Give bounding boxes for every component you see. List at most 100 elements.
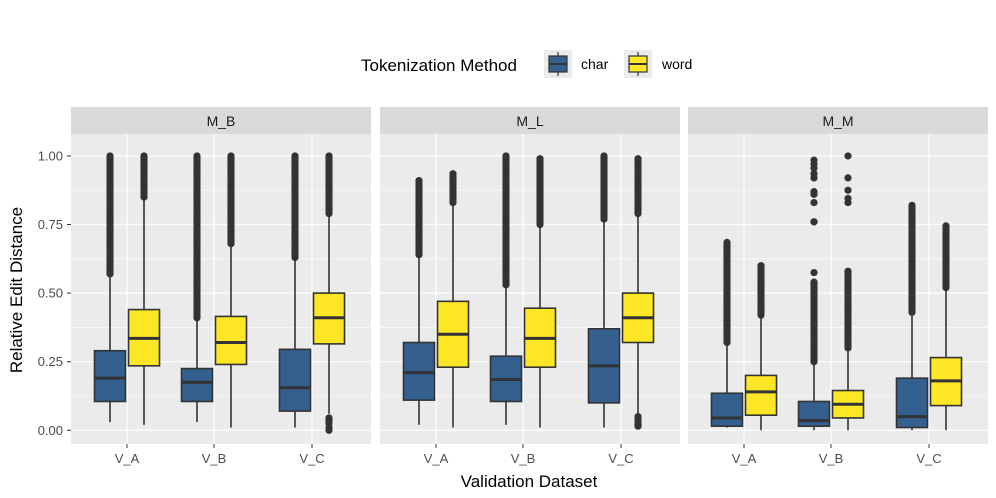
facet-strip-label: M_M xyxy=(822,113,853,129)
outlier-point xyxy=(415,177,423,185)
x-tick-label: V_B xyxy=(511,451,536,466)
outliers xyxy=(502,152,510,289)
y-axis-title: Relative Edit Distance xyxy=(7,207,26,373)
outliers xyxy=(600,152,608,223)
outlier-point xyxy=(634,422,642,430)
outlier-point xyxy=(810,188,818,196)
outlier-point xyxy=(844,174,852,182)
outlier-point xyxy=(227,152,235,160)
x-tick-label: V_C xyxy=(916,451,941,466)
legend-title: Tokenization Method xyxy=(361,56,517,75)
y-tick-label: 0.00 xyxy=(38,423,63,438)
box-m_b-v_c-char xyxy=(278,152,312,428)
outliers xyxy=(536,155,544,229)
outliers xyxy=(193,152,201,322)
y-tick-label: 0.50 xyxy=(38,286,63,301)
outliers xyxy=(106,152,114,278)
x-tick-label: V_A xyxy=(732,451,757,466)
box-body xyxy=(214,315,248,366)
outlier-point xyxy=(844,186,852,194)
outlier-point xyxy=(723,238,731,246)
outliers xyxy=(810,156,818,366)
outlier-point xyxy=(810,156,818,164)
outlier-point xyxy=(449,170,457,178)
outlier-point xyxy=(810,198,818,207)
facet-panel-m_m: M_M V_A V_B V_C xyxy=(688,107,988,466)
box-body xyxy=(278,348,312,412)
outliers xyxy=(325,152,333,434)
box-m_m-v_a-char xyxy=(710,238,744,428)
x-tick-label: V_B xyxy=(202,451,227,466)
box-m_b-v_b-word xyxy=(214,152,248,428)
outlier-point xyxy=(193,152,201,160)
facet-strip-label: M_L xyxy=(516,113,543,129)
outliers xyxy=(844,152,852,352)
box-m_m-v_c-word xyxy=(929,222,963,431)
legend-label-word: word xyxy=(661,56,692,72)
outlier-point xyxy=(810,170,818,178)
facet-strip xyxy=(688,107,988,134)
box-m_b-v_a-char xyxy=(93,152,127,423)
outlier-point xyxy=(291,152,299,160)
outlier-point xyxy=(634,155,642,163)
outlier-point xyxy=(502,152,510,160)
outliers xyxy=(757,262,765,319)
box-m_m-v_a-word xyxy=(744,262,778,431)
y-axis: 0.00 0.25 0.50 0.75 1.00 xyxy=(38,148,71,438)
box-body xyxy=(744,374,778,416)
box-m_l-v_a-char xyxy=(402,177,436,425)
outlier-point xyxy=(757,262,765,270)
box-m_l-v_c-word xyxy=(621,155,655,430)
box-m_l-v_c-char xyxy=(587,152,621,428)
outlier-point xyxy=(810,218,818,226)
outlier-point xyxy=(600,152,608,160)
legend: Tokenization Method char word xyxy=(361,50,692,78)
y-tick-label: 0.25 xyxy=(38,354,63,369)
facet-panel-m_l: M_L V_A V_B V_C xyxy=(380,107,680,466)
outliers xyxy=(942,222,950,292)
outliers xyxy=(449,170,457,207)
outlier-point xyxy=(844,194,852,203)
outlier-point xyxy=(810,268,818,277)
outlier-point xyxy=(140,152,148,160)
outlier-point xyxy=(106,152,114,160)
box-body xyxy=(895,377,929,429)
outlier-point xyxy=(810,278,818,286)
outliers xyxy=(415,177,423,259)
outliers xyxy=(291,152,299,262)
box-m_m-v_b-word xyxy=(831,152,865,431)
facet-panel-m_b: M_B V_A V_B V_C xyxy=(71,107,371,466)
outliers xyxy=(634,155,642,430)
facet-strip xyxy=(71,107,371,134)
outliers xyxy=(227,152,235,248)
box-m_l-v_a-word xyxy=(436,170,470,428)
outlier-point xyxy=(844,267,852,275)
box-body xyxy=(797,400,831,427)
box-m_b-v_b-char xyxy=(180,152,214,423)
x-axis-title: Validation Dataset xyxy=(461,472,598,491)
outlier-point xyxy=(325,426,333,434)
outliers xyxy=(908,201,916,316)
facet-strip xyxy=(380,107,680,134)
box-m_l-v_b-char xyxy=(489,152,523,425)
x-tick-label: V_C xyxy=(299,451,324,466)
outliers xyxy=(723,238,731,347)
x-tick-label: V_C xyxy=(608,451,633,466)
facet-strip-label: M_B xyxy=(207,113,236,129)
box-m_b-v_a-word xyxy=(127,152,161,425)
y-tick-label: 1.00 xyxy=(38,148,63,163)
legend-label-char: char xyxy=(581,56,609,72)
outliers xyxy=(140,152,148,201)
x-tick-label: V_B xyxy=(819,451,844,466)
outlier-point xyxy=(942,222,950,230)
x-tick-label: V_A xyxy=(115,451,140,466)
outlier-point xyxy=(844,152,852,160)
box-m_l-v_b-word xyxy=(523,155,557,428)
box-m_b-v_c-word xyxy=(312,152,346,434)
y-tick-label: 0.75 xyxy=(38,217,63,232)
box-body xyxy=(710,392,744,427)
outlier-point xyxy=(536,155,544,163)
box-body xyxy=(93,349,127,403)
x-tick-label: V_A xyxy=(424,451,449,466)
